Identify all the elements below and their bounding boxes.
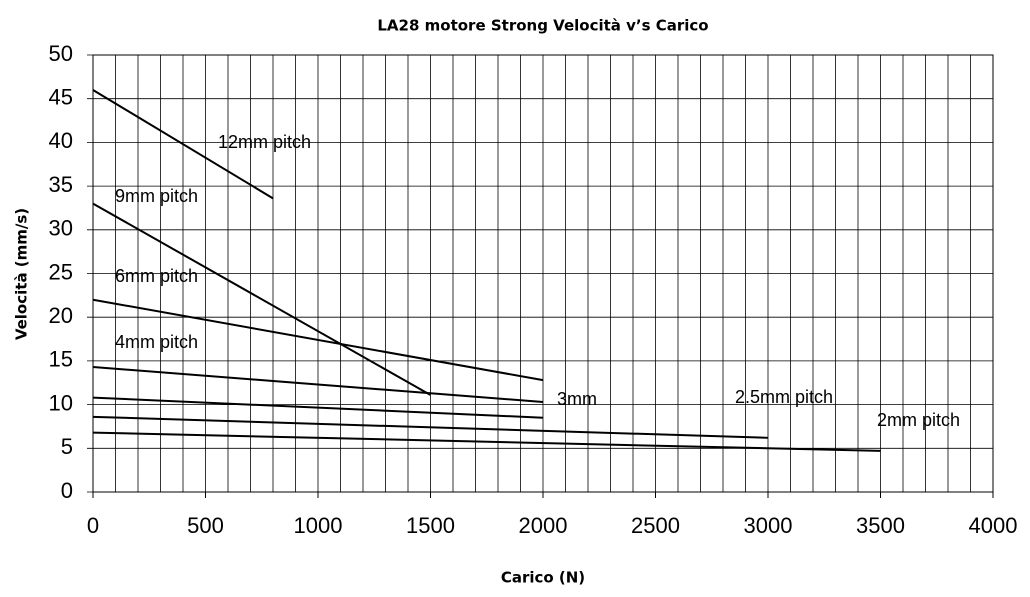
y-tick-label: 35 <box>49 172 73 197</box>
x-tick-label: 3000 <box>744 513 793 538</box>
series-label: 12mm pitch <box>218 132 311 152</box>
x-tick-label: 3500 <box>856 513 905 538</box>
y-tick-label: 20 <box>49 303 73 328</box>
line <box>92 89 274 200</box>
y-tick-label: 50 <box>49 41 73 66</box>
series-label: 9mm pitch <box>115 186 198 206</box>
y-tick-label: 40 <box>49 128 73 153</box>
line <box>92 202 431 396</box>
y-tick-label: 10 <box>49 390 73 415</box>
x-tick-label: 500 <box>187 513 224 538</box>
y-tick-label: 30 <box>49 216 73 241</box>
series-label: 4mm pitch <box>115 332 198 352</box>
y-tick-label: 0 <box>61 478 73 503</box>
line <box>92 298 544 382</box>
y-tick-label: 45 <box>49 85 73 110</box>
y-tick-label: 5 <box>61 434 73 459</box>
y-axis-title: Velocità (mm/s) <box>13 208 31 340</box>
x-tick-label: 1000 <box>294 513 343 538</box>
line <box>92 396 544 419</box>
line <box>92 415 769 439</box>
x-tick-label: 2500 <box>631 513 680 538</box>
plot-frame <box>92 54 994 493</box>
series-label: 3mm <box>557 389 597 409</box>
chart-title: LA28 motore Strong Velocità v’s Carico <box>377 17 708 35</box>
x-axis-title: Carico (N) <box>501 569 585 587</box>
y-tick-label: 15 <box>49 347 73 372</box>
x-tick-label: 4000 <box>969 513 1018 538</box>
series-label: 2.5mm pitch <box>735 387 833 407</box>
x-tick-label: 2000 <box>519 513 568 538</box>
line <box>92 431 881 452</box>
line <box>92 366 544 403</box>
x-tick-label: 1500 <box>406 513 455 538</box>
series-label: 2mm pitch <box>877 410 960 430</box>
y-tick-label: 25 <box>49 259 73 284</box>
series-label: 6mm pitch <box>115 266 198 286</box>
x-tick-label: 0 <box>87 513 99 538</box>
